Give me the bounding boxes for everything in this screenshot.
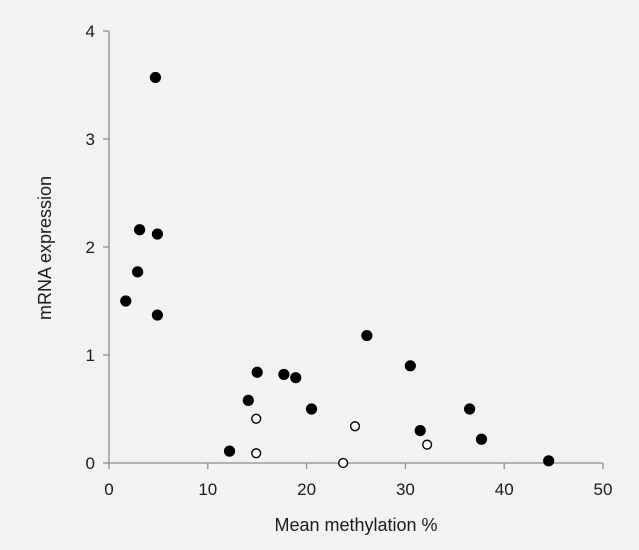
x-tick-label: 0: [104, 480, 113, 499]
y-tick-label: 4: [86, 22, 95, 41]
data-point-open: [251, 413, 262, 424]
data-point-open: [251, 448, 262, 459]
axes: [108, 31, 603, 464]
data-point-filled: [223, 445, 236, 457]
data-point-filled: [278, 368, 290, 381]
data-point-filled: [414, 424, 426, 437]
x-tick-label: 50: [594, 480, 613, 499]
data-point-open: [338, 457, 349, 469]
y-tick-label: 2: [86, 238, 95, 257]
x-tick-label: 20: [297, 480, 316, 499]
x-axis-title: Mean methylation %: [274, 515, 437, 535]
data-point-filled: [132, 266, 144, 278]
points: [120, 71, 555, 469]
data-point-filled: [149, 71, 162, 84]
y-tick-label: 0: [86, 454, 95, 473]
data-point-open: [349, 421, 361, 432]
data-point-filled: [464, 403, 476, 415]
data-point-filled: [361, 329, 373, 342]
data-point-filled: [404, 360, 416, 372]
x-tick-label: 30: [396, 480, 415, 499]
x-tick-label: 40: [495, 480, 514, 499]
data-point-filled: [475, 433, 488, 445]
data-point-filled: [134, 224, 146, 236]
data-point-filled: [251, 366, 263, 378]
data-point-filled: [305, 403, 318, 415]
data-point-filled: [120, 295, 132, 307]
data-point-filled: [242, 394, 254, 406]
data-point-filled: [290, 372, 302, 384]
x-tick-label: 10: [198, 480, 217, 499]
data-point-open: [422, 439, 433, 450]
y-tick-label: 1: [86, 346, 95, 365]
data-point-filled: [151, 228, 164, 240]
ticks: 0 10 20 30 40 50 0 1 2 3 4: [86, 22, 613, 499]
y-tick-label: 3: [86, 130, 95, 149]
data-point-filled: [543, 455, 555, 467]
data-point-filled: [151, 309, 164, 321]
y-axis-title: mRNA expression: [35, 176, 55, 320]
